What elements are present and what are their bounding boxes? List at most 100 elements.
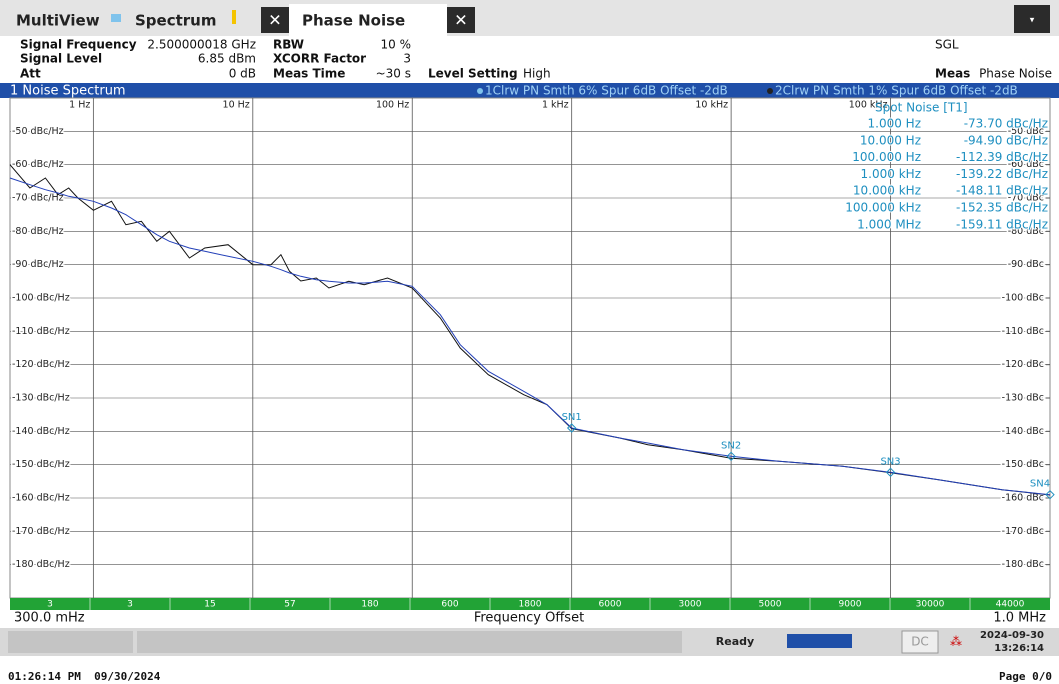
tab-icon: [111, 14, 121, 22]
y2-tick-label: -80 dBc: [1008, 226, 1044, 237]
y-tick-label: -50 dBc/Hz: [12, 126, 64, 137]
x-tick-label: 100 kHz: [849, 100, 888, 111]
coupling: DC: [911, 635, 929, 649]
spot-frequency: 100.000 Hz: [852, 150, 921, 164]
band-count: 3000: [679, 600, 702, 610]
spot-value: -152.35 dBc/Hz: [956, 201, 1048, 215]
marker-label: SN2: [721, 440, 741, 451]
spot-frequency: 10.000 Hz: [860, 133, 921, 147]
network-icon: ⁂: [950, 635, 962, 649]
y2-tick-label: -70 dBc: [1008, 193, 1044, 204]
value: ~30 s: [376, 67, 411, 81]
y2-tick-label: -130 dBc: [1002, 393, 1044, 404]
spot-frequency: 10.000 kHz: [853, 184, 921, 198]
label: Meas Time: [273, 67, 345, 81]
label: XCORR Factor: [273, 52, 366, 66]
band-count: 9000: [839, 600, 862, 610]
y-tick-label: -100 dBc/Hz: [12, 293, 70, 304]
active-tab[interactable]: [289, 4, 447, 36]
y2-tick-label: -50 dBc: [1008, 126, 1044, 137]
spot-frequency: 1.000 Hz: [868, 117, 922, 131]
spot-frequency: 100.000 kHz: [845, 201, 921, 215]
value: Phase Noise: [979, 67, 1052, 81]
y-tick-label: -180 dBc/Hz: [12, 559, 70, 570]
close-icon: ✕: [454, 11, 467, 30]
panel-title-bar: [0, 83, 1059, 98]
legend-label: 2Clrw PN Smth 1% Spur 6dB Offset -2dB: [775, 84, 1018, 98]
x-tick-label: 1 kHz: [542, 100, 569, 111]
tab-spectrum[interactable]: Spectrum: [135, 12, 216, 30]
label: Level Setting: [428, 67, 518, 81]
status-field: [8, 631, 133, 653]
marker-label: SN3: [880, 456, 900, 467]
marker-label: SN1: [562, 412, 582, 423]
band-count: 180: [361, 600, 378, 610]
spot-frequency: 1.000 MHz: [857, 217, 921, 231]
band-count: 1800: [519, 600, 542, 610]
y-tick-label: -170 dBc/Hz: [12, 526, 70, 537]
spot-value: -139.22 dBc/Hz: [956, 167, 1048, 181]
spot-value: -148.11 dBc/Hz: [956, 184, 1048, 198]
y2-tick-label: -90 dBc: [1008, 259, 1044, 270]
label: Signal Level: [20, 52, 102, 66]
warning-icon: [232, 10, 236, 24]
band-count: 3: [127, 600, 133, 610]
marker: [726, 451, 736, 462]
footer-page: Page 0/0: [999, 670, 1052, 683]
value: 6.85 dBm: [198, 52, 256, 66]
band-count: 3: [47, 600, 53, 610]
value: 0 dB: [229, 67, 256, 81]
trace: [9, 177, 1051, 496]
tab-phase-noise[interactable]: Phase Noise: [302, 12, 405, 30]
spot-value: -94.90 dBc/Hz: [964, 133, 1048, 147]
y2-tick-label: -150 dBc: [1002, 459, 1044, 470]
legend-label: 1Clrw PN Smth 6% Spur 6dB Offset -2dB: [485, 84, 728, 98]
y-tick-label: -130 dBc/Hz: [12, 393, 70, 404]
y2-tick-label: -140 dBc: [1002, 426, 1044, 437]
x-tick-label: 10 kHz: [695, 100, 728, 111]
y-tick-label: -140 dBc/Hz: [12, 426, 70, 437]
spot-value: -159.11 dBc/Hz: [956, 217, 1048, 231]
marker: [1045, 489, 1055, 500]
spot-value: -112.39 dBc/Hz: [956, 150, 1048, 164]
plot-area: [9, 97, 1051, 599]
label: Att: [20, 67, 41, 81]
band-labels: 3 3 15 57 180 600 1800 6000 3000 5000 9000 30000 440…: [47, 598, 1025, 610]
marker: [566, 423, 577, 433]
tab-multiview[interactable]: MultiView: [16, 12, 100, 30]
y2-tick-label: -160 dBc: [1002, 493, 1044, 504]
tab-bar: [0, 0, 1059, 36]
panel-title: 1 Noise Spectrum: [10, 84, 126, 99]
band-count: 5000: [759, 600, 782, 610]
band-bar: [10, 598, 1050, 610]
close-icon: ✕: [268, 11, 281, 30]
y-tick-label: -110 dBc/Hz: [12, 326, 70, 337]
progress-bar: [787, 634, 852, 648]
value: 2.500000018 GHz: [147, 38, 256, 52]
y-tick-label: -70 dBc/Hz: [12, 193, 64, 204]
y2-tick-label: -120 dBc: [1002, 359, 1044, 370]
label: Signal Frequency: [20, 38, 137, 52]
x-axis-label: Frequency Offset: [474, 611, 584, 626]
y-tick-label: -120 dBc/Hz: [12, 359, 70, 370]
sweep-mode: SGL: [935, 38, 959, 52]
menu-button[interactable]: [1014, 5, 1050, 33]
x-tick-label: 100 Hz: [376, 100, 409, 111]
close-button[interactable]: [261, 7, 289, 33]
dc-box[interactable]: [901, 630, 939, 654]
date: 2024-09-30: [980, 630, 1044, 641]
value: 3: [403, 52, 411, 66]
label: Meas: [935, 67, 970, 81]
band-count: 30000: [916, 600, 945, 610]
value: High: [523, 67, 551, 81]
y-tick-label: -160 dBc/Hz: [12, 493, 70, 504]
legend-swatch: [767, 88, 773, 94]
marker-label: SN4: [1030, 479, 1050, 490]
marker: [885, 467, 896, 478]
menu-icon: ▾: [1030, 16, 1035, 26]
y2-tick-label: -100 dBc: [1002, 293, 1044, 304]
band-count: 57: [284, 600, 295, 610]
close-button[interactable]: [447, 7, 475, 33]
band-count: 600: [441, 600, 458, 610]
